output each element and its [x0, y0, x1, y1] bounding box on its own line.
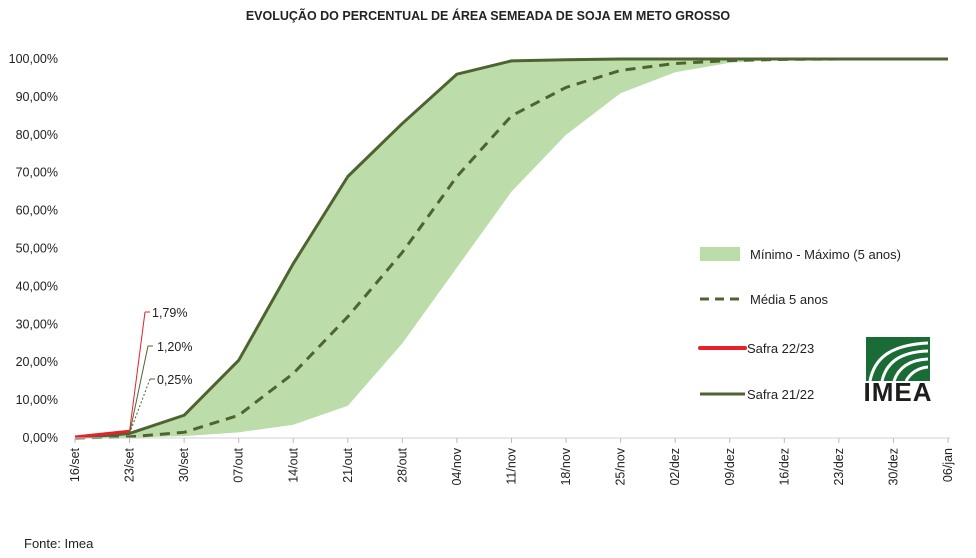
annotations: 1,79% 1,20% 0,25% [129, 306, 192, 434]
legend-label-safra-22-23: Safra 22/23 [747, 341, 814, 356]
x-tick-label: 23/set [123, 447, 137, 482]
y-tick-label: 100,00% [9, 52, 58, 66]
legend-label-safra-21-22: Safra 21/22 [747, 387, 814, 402]
series-line-safra-22-23 [74, 429, 130, 439]
legend-label-media: Média 5 anos [750, 292, 829, 307]
x-tick-label: 18/nov [559, 447, 573, 485]
annotation-0-25: 0,25% [157, 373, 192, 387]
x-tick-label: 16/set [68, 447, 82, 482]
y-tick-label: 20,00% [16, 355, 58, 369]
annotation-line-1-20 [129, 345, 149, 434]
x-tick-label: 14/out [286, 447, 300, 482]
legend-label-band: Mínimo - Máximo (5 anos) [750, 247, 901, 262]
y-tick-label: 30,00% [16, 317, 58, 331]
x-tick-label: 02/dez [668, 448, 682, 486]
x-tick-label: 30/set [177, 447, 191, 482]
chart-title: EVOLUÇÃO DO PERCENTUAL DE ÁREA SEMEADA D… [246, 8, 731, 23]
band-area-min-max [75, 59, 948, 438]
band-layer [75, 59, 948, 438]
x-tick-label: 28/out [395, 447, 409, 482]
annotation-line-1-79 [129, 311, 146, 432]
annotation-1-20: 1,20% [157, 340, 192, 354]
y-tick-label: 10,00% [16, 393, 58, 407]
x-tick-label: 25/nov [614, 447, 628, 485]
x-tick-label: 11/nov [505, 447, 519, 484]
y-tick-labels: 0,00% 10,00% 20,00% 30,00% 40,00% 50,00% 60,00… [9, 52, 58, 445]
series-layer [74, 57, 948, 440]
legend-swatch-band [700, 247, 740, 261]
annotation-line-0-25 [129, 378, 151, 434]
y-tick-label: 80,00% [16, 128, 58, 142]
y-tick-label: 0,00% [23, 431, 58, 445]
annotation-1-79: 1,79% [152, 306, 187, 320]
x-tick-label: 23/dez [832, 448, 846, 486]
y-tick-label: 90,00% [16, 90, 58, 104]
x-tick-label: 06/jan [941, 448, 955, 482]
series-line-m-dia-5-anos [74, 57, 948, 440]
y-tick-label: 60,00% [16, 204, 58, 218]
y-tick-label: 70,00% [16, 166, 58, 180]
y-tick-label: 50,00% [16, 242, 58, 256]
x-tick-label: 07/out [232, 447, 246, 482]
imea-logo: IMEA [864, 337, 933, 407]
x-tick-labels: 16/set 23/set 30/set 07/out 14/out 21/out 28/o… [68, 438, 955, 486]
x-tick-label: 09/dez [723, 448, 737, 486]
x-tick-label: 04/nov [450, 447, 464, 485]
y-tick-label: 40,00% [16, 279, 58, 293]
legend: Mínimo - Máximo (5 anos) Média 5 anos Sa… [698, 247, 901, 402]
x-tick-label: 21/out [341, 447, 355, 482]
x-tick-label: 16/dez [777, 448, 791, 486]
source-note: Fonte: Imea [24, 536, 94, 551]
x-tick-label: 30/dez [886, 448, 900, 486]
logo-text: IMEA [864, 377, 933, 407]
